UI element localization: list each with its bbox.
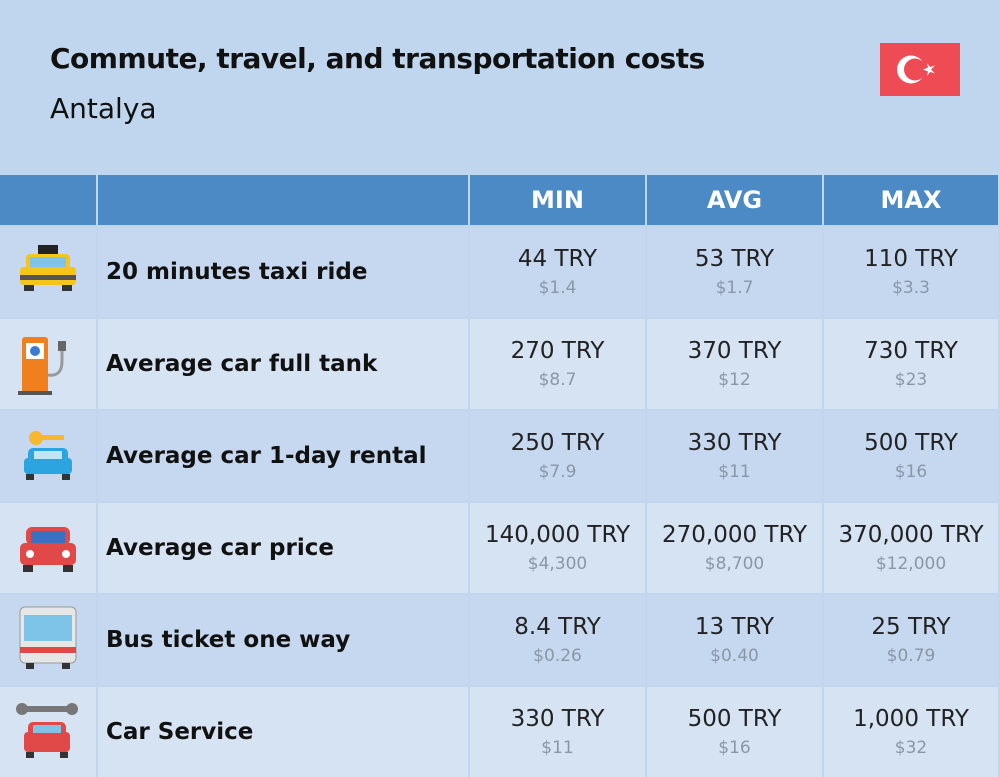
usd-price: $16 bbox=[718, 738, 751, 758]
value-cell: 44 TRY $1.4 bbox=[470, 227, 645, 317]
usd-price: $11 bbox=[541, 738, 574, 758]
local-price: 1,000 TRY bbox=[853, 706, 969, 732]
value-cell: 500 TRY $16 bbox=[824, 411, 998, 501]
local-price: 270,000 TRY bbox=[661, 522, 808, 548]
icon-cell bbox=[0, 319, 96, 409]
usd-price: $8.7 bbox=[538, 370, 577, 390]
usd-price: $11 bbox=[718, 462, 751, 482]
icon-cell bbox=[0, 411, 96, 501]
value-cell: 270 TRY $8.7 bbox=[470, 319, 645, 409]
column-header: MAX bbox=[824, 175, 998, 225]
icon-cell bbox=[0, 503, 96, 593]
value-cell: 370,000 TRY $12,000 bbox=[824, 503, 998, 593]
value-cell: 370 TRY $12 bbox=[647, 319, 822, 409]
header-cell bbox=[98, 175, 468, 225]
local-price: 370 TRY bbox=[687, 338, 782, 364]
value-cell: 330 TRY $11 bbox=[470, 687, 645, 777]
row-label: Average car 1-day rental bbox=[98, 411, 468, 501]
icon-cell bbox=[0, 595, 96, 685]
local-price: 25 TRY bbox=[871, 614, 951, 640]
usd-price: $1.4 bbox=[538, 278, 577, 298]
usd-price: $7.9 bbox=[538, 462, 577, 482]
value-cell: 25 TRY $0.79 bbox=[824, 595, 998, 685]
usd-price: $4,300 bbox=[527, 554, 588, 574]
row-label: 20 minutes taxi ride bbox=[98, 227, 468, 317]
local-price: 500 TRY bbox=[687, 706, 782, 732]
usd-price: $23 bbox=[894, 370, 928, 390]
column-header: AVG bbox=[647, 175, 822, 225]
local-price: 53 TRY bbox=[694, 246, 775, 272]
value-cell: 1,000 TRY $32 bbox=[824, 687, 998, 777]
value-cell: 110 TRY $3.3 bbox=[824, 227, 998, 317]
value-cell: 730 TRY $23 bbox=[824, 319, 998, 409]
usd-price: $3.3 bbox=[892, 278, 930, 298]
local-price: 730 TRY bbox=[864, 338, 958, 364]
value-cell: 140,000 TRY $4,300 bbox=[470, 503, 645, 593]
value-cell: 270,000 TRY $8,700 bbox=[647, 503, 822, 593]
title: Commute, travel, and transportation cost… bbox=[50, 42, 705, 75]
local-price: 44 TRY bbox=[517, 246, 598, 272]
local-price: 370,000 TRY bbox=[838, 522, 984, 548]
local-price: 330 TRY bbox=[510, 706, 605, 732]
value-cell: 500 TRY $16 bbox=[647, 687, 822, 777]
usd-price: $0.26 bbox=[533, 646, 582, 666]
value-cell: 8.4 TRY $0.26 bbox=[470, 595, 645, 685]
usd-price: $32 bbox=[894, 738, 928, 758]
header-cell bbox=[0, 175, 96, 225]
flag bbox=[880, 43, 960, 96]
usd-price: $12,000 bbox=[875, 554, 947, 574]
usd-price: $1.7 bbox=[715, 278, 754, 298]
row-label: Average car full tank bbox=[98, 319, 468, 409]
row-label: Car Service bbox=[98, 687, 468, 777]
usd-price: $12 bbox=[718, 370, 751, 390]
value-cell: 53 TRY $1.7 bbox=[647, 227, 822, 317]
row-label: Bus ticket one way bbox=[98, 595, 468, 685]
local-price: 13 TRY bbox=[694, 614, 775, 640]
icon-cell bbox=[0, 227, 96, 317]
value-cell: 250 TRY $7.9 bbox=[470, 411, 645, 501]
value-cell: 330 TRY $11 bbox=[647, 411, 822, 501]
local-price: 110 TRY bbox=[864, 246, 958, 272]
usd-price: $0.79 bbox=[886, 646, 936, 666]
local-price: 250 TRY bbox=[510, 430, 605, 456]
value-cell: 13 TRY $0.40 bbox=[647, 595, 822, 685]
local-price: 8.4 TRY bbox=[514, 614, 601, 640]
column-header: MIN bbox=[470, 175, 645, 225]
row-label: Average car price bbox=[98, 503, 468, 593]
local-price: 140,000 TRY bbox=[484, 522, 631, 548]
icon-cell bbox=[0, 687, 96, 777]
local-price: 500 TRY bbox=[864, 430, 958, 456]
subtitle: Antalya bbox=[50, 92, 157, 125]
usd-price: $0.40 bbox=[710, 646, 759, 666]
local-price: 270 TRY bbox=[510, 338, 605, 364]
usd-price: $16 bbox=[894, 462, 928, 482]
usd-price: $8,700 bbox=[704, 554, 765, 574]
local-price: 330 TRY bbox=[687, 430, 782, 456]
